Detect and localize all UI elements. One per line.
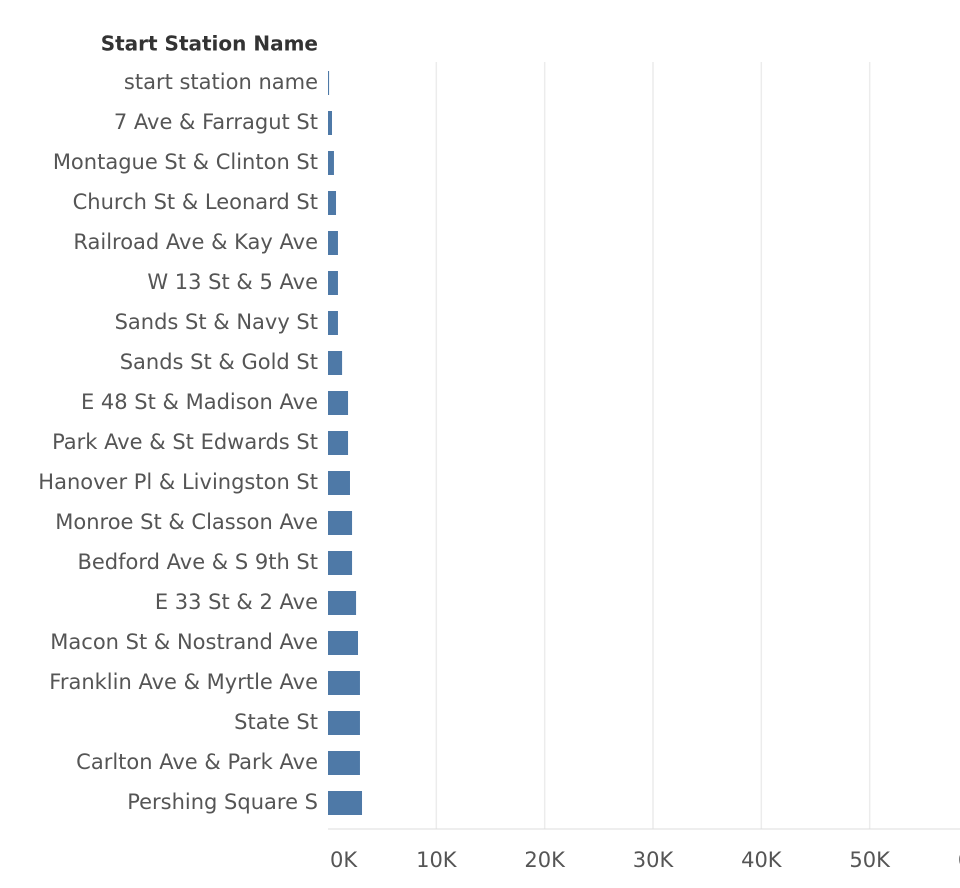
y-category-label: E 33 St & 2 Ave (155, 590, 318, 614)
y-category-label: Hanover Pl & Livingston St (38, 470, 318, 494)
y-category-label: Bedford Ave & S 9th St (77, 550, 318, 574)
bar (328, 111, 333, 135)
bar (328, 191, 337, 215)
y-category-label: Carlton Ave & Park Ave (76, 750, 318, 774)
y-category-label: E 48 St & Madison Ave (81, 390, 318, 414)
y-category-label: Sands St & Gold St (120, 350, 318, 374)
y-category-label: start station name (124, 70, 318, 94)
y-category-label: Monroe St & Classon Ave (55, 510, 318, 534)
y-category-label: Sands St & Navy St (115, 310, 318, 334)
bar (328, 591, 357, 615)
y-category-label: Montague St & Clinton St (53, 150, 318, 174)
bar (328, 271, 338, 295)
y-category-label: Macon St & Nostrand Ave (50, 630, 318, 654)
y-category-label: Railroad Ave & Kay Ave (73, 230, 318, 254)
x-tick-label: 50K (849, 848, 891, 872)
y-category-label: Pershing Square S (127, 790, 318, 814)
bars (328, 71, 363, 815)
y-category-label: State St (234, 710, 318, 734)
y-category-label: Franklin Ave & Myrtle Ave (49, 670, 318, 694)
y-category-label: Church St & Leonard St (73, 190, 318, 214)
column-header: Start Station Name (101, 32, 318, 56)
x-tick-label: 20K (524, 848, 566, 872)
bar (328, 151, 334, 175)
bar (328, 471, 350, 495)
bar (328, 71, 330, 95)
bar (328, 551, 353, 575)
x-tick-label: 40K (741, 848, 783, 872)
y-category-label: W 13 St & 5 Ave (147, 270, 318, 294)
y-category-label: 7 Ave & Farragut St (114, 110, 318, 134)
bar (328, 791, 363, 815)
bar (328, 431, 349, 455)
bar (328, 511, 353, 535)
grid (435, 62, 871, 829)
bar (328, 751, 360, 775)
x-tick-label: 30K (633, 848, 675, 872)
bar (328, 351, 343, 375)
bar (328, 631, 359, 655)
bar (328, 311, 338, 335)
bar (328, 391, 349, 415)
x-tick-label: 0K (330, 848, 358, 872)
x-tick-label: 10K (416, 848, 458, 872)
bar (328, 671, 360, 695)
y-category-label: Park Ave & St Edwards St (52, 430, 318, 454)
bar (328, 711, 360, 735)
x-tick-label: 60K (958, 848, 960, 872)
bar (328, 231, 338, 255)
